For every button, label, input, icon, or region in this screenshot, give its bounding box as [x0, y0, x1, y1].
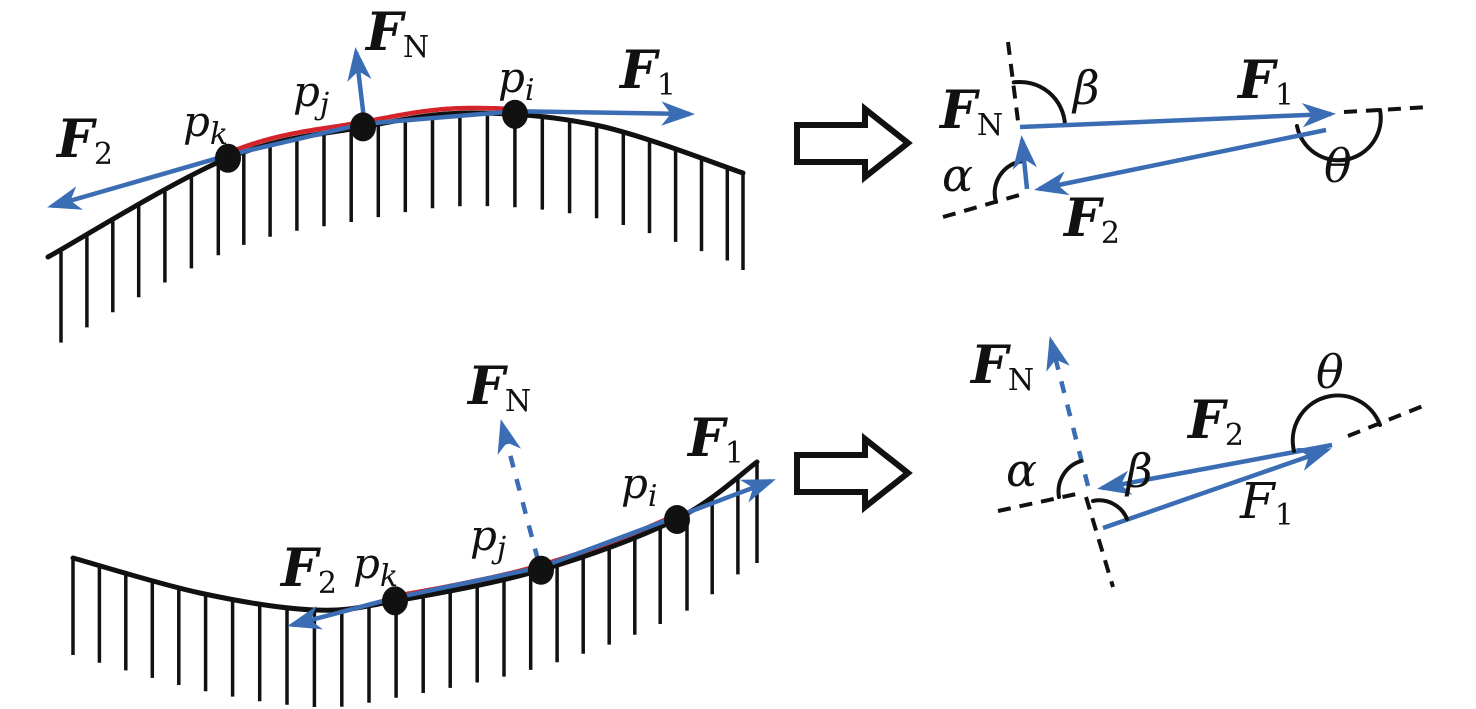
panel-force-triangle: FN β α F1 F2 θ [938, 41, 1431, 251]
contact-point-dot [502, 99, 528, 129]
panel-concave-surface-labels: F2 pk pj FN pi F1 [279, 356, 744, 601]
label-F1: F1 [686, 408, 744, 471]
label-pi: pi [498, 53, 535, 108]
force-F2-vector [1034, 127, 1327, 196]
f1-extension-dashed-line [1343, 105, 1431, 114]
label-beta: β [1071, 61, 1100, 115]
tangent-extension-dashed-line [997, 491, 1082, 513]
force-FN-dashed-vector [1046, 336, 1091, 487]
normal-extension-dashed-line [1084, 496, 1115, 588]
label-F2: F2 [1186, 390, 1244, 453]
label-pj: pj [293, 67, 329, 122]
label-F1: F1 [1239, 472, 1294, 533]
label-alpha: α [942, 148, 973, 202]
alpha-angle-arc [1056, 459, 1083, 499]
contact-point-dot [382, 586, 408, 616]
label-F1: F1 [1236, 50, 1294, 113]
contact-point-dot [664, 505, 690, 534]
label-alpha: α [1006, 443, 1037, 497]
label-theta: θ [1316, 345, 1344, 399]
f-extension-dashed-line [1347, 402, 1429, 438]
transform-arrow-top [794, 102, 913, 184]
panel-force-polygon: FN α β F2 F1 θ [969, 335, 1429, 588]
contact-point-dot [350, 112, 376, 142]
theta-angle-arc [1290, 393, 1382, 453]
label-pk: pk [353, 539, 398, 594]
beta-angle-arc [1091, 498, 1129, 521]
panel-convex-surface [45, 46, 746, 343]
label-FN: FN [969, 335, 1034, 398]
label-FN: FN [938, 80, 1003, 143]
tangent-extension-dashed-line [942, 192, 1024, 219]
contact-point-dot [215, 143, 241, 173]
contact-point-dot [528, 555, 554, 585]
label-FN: FN [466, 356, 531, 419]
hatching [71, 462, 759, 707]
label-F2: F2 [1062, 188, 1120, 251]
label-beta: β [1124, 444, 1153, 498]
label-F1: F1 [618, 40, 676, 103]
surface-curve [45, 110, 746, 260]
label-pk: pk [183, 97, 228, 152]
transform-arrow-bottom [794, 432, 913, 514]
force-F1-vector [1102, 447, 1332, 531]
hatching [59, 115, 745, 343]
label-FN: FN [364, 2, 429, 65]
label-theta: θ [1324, 139, 1352, 193]
label-pi: pi [621, 459, 658, 514]
force-FN-vector [1012, 134, 1037, 190]
beta-angle-arc [1011, 79, 1067, 127]
label-F2: F2 [279, 538, 337, 601]
theta-angle-arc [1295, 108, 1383, 163]
label-pj: pj [470, 511, 506, 566]
force-FN-vector [347, 46, 372, 120]
force-F1-vector [1019, 103, 1337, 130]
label-F2: F2 [55, 109, 113, 172]
panel-concave-surface [70, 419, 776, 707]
force-FN-dashed-vector [497, 419, 541, 561]
normal-extension-dashed-line [1006, 41, 1020, 122]
panel-convex-surface-labels: F2 pk pj FN pi F1 [55, 2, 676, 172]
